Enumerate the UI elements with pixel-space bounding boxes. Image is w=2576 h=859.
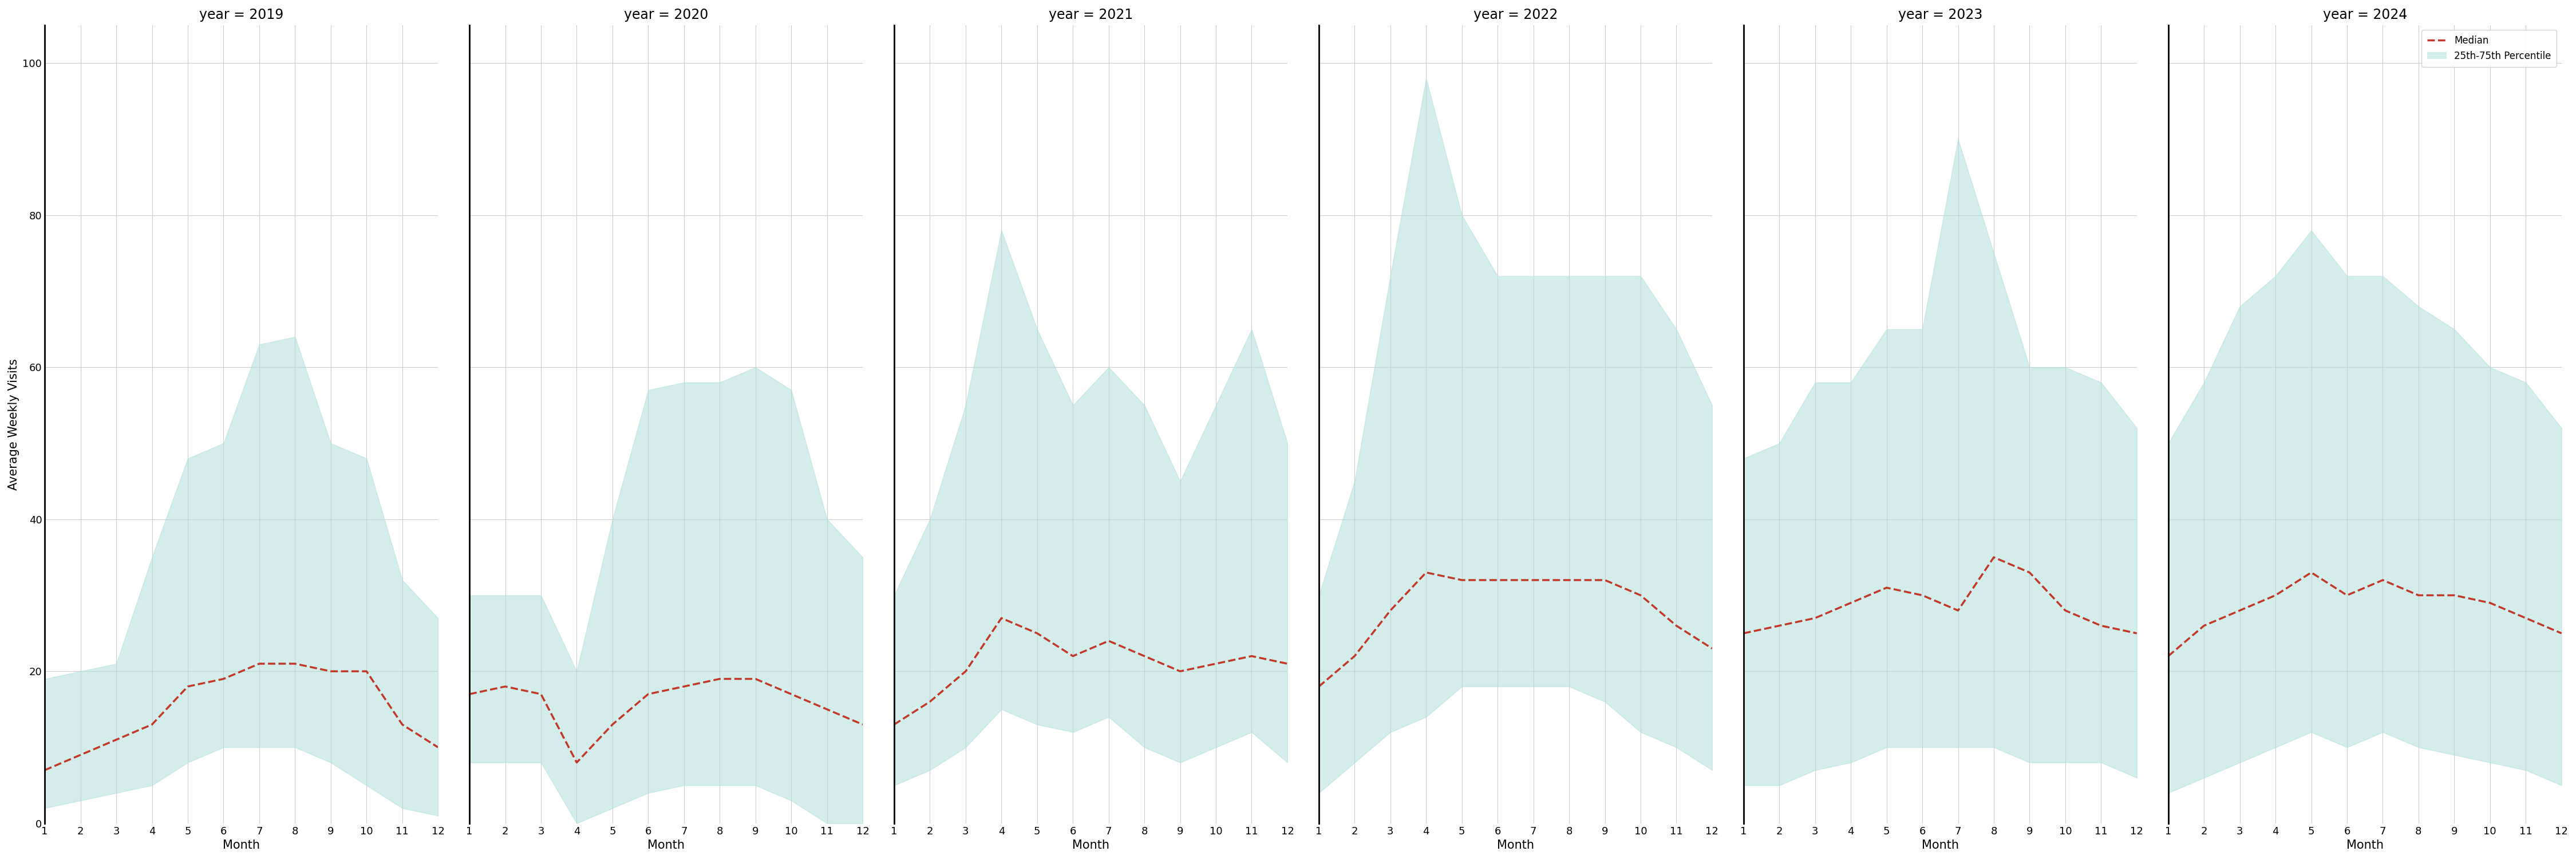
Title: year = 2023: year = 2023 <box>1899 8 1984 21</box>
Median <box>2014 567 2045 577</box>
Median <box>526 689 556 699</box>
Median <box>1662 620 1692 631</box>
Median <box>2476 598 2506 608</box>
Median <box>2154 651 2184 661</box>
Legend: Median, 25th-75th Percentile: Median, 25th-75th Percentile <box>2421 30 2558 67</box>
Median <box>1728 628 1759 638</box>
Median <box>2509 613 2540 624</box>
Median <box>1164 666 1195 676</box>
Median <box>1942 606 1973 616</box>
Median <box>1801 613 1832 624</box>
Median <box>703 673 734 684</box>
Median <box>2545 628 2576 638</box>
Title: year = 2019: year = 2019 <box>198 8 283 21</box>
X-axis label: Month: Month <box>647 839 685 851</box>
Median <box>1589 575 1620 585</box>
Median <box>453 689 484 699</box>
Median <box>1236 651 1267 661</box>
Median <box>2190 620 2221 631</box>
Median <box>670 681 701 691</box>
Median <box>2295 567 2326 577</box>
Line: Median: Median <box>1744 557 2138 633</box>
Median <box>489 681 520 691</box>
Median <box>1870 582 1901 593</box>
Median <box>1023 628 1054 638</box>
Median <box>2123 628 2154 638</box>
Title: year = 2020: year = 2020 <box>623 8 708 21</box>
Median <box>1834 598 1865 608</box>
Median <box>422 742 453 752</box>
Median <box>1625 590 1656 600</box>
Median <box>1412 567 1443 577</box>
Line: Median: Median <box>1319 572 1713 686</box>
X-axis label: Month: Month <box>1497 839 1535 851</box>
Title: year = 2021: year = 2021 <box>1048 8 1133 21</box>
Median <box>914 697 945 707</box>
X-axis label: Month: Month <box>2347 839 2383 851</box>
Median <box>1200 659 1231 669</box>
Median <box>2087 620 2117 631</box>
Median <box>2259 590 2290 600</box>
Median <box>739 673 770 684</box>
Median <box>245 659 276 669</box>
Median <box>386 719 417 729</box>
Median <box>1340 651 1370 661</box>
Median <box>2331 590 2362 600</box>
Title: year = 2024: year = 2024 <box>2324 8 2406 21</box>
Line: Median: Median <box>2169 572 2561 656</box>
Median <box>2050 606 2081 616</box>
Median <box>1978 552 2009 563</box>
Median <box>1906 590 1937 600</box>
Median <box>1445 575 1476 585</box>
Median <box>987 613 1018 624</box>
Median <box>1273 659 1303 669</box>
Line: Median: Median <box>894 618 1288 724</box>
Median <box>1517 575 1548 585</box>
Median <box>2367 575 2398 585</box>
Median <box>878 719 909 729</box>
Title: year = 2022: year = 2022 <box>1473 8 1558 21</box>
Median <box>1481 575 1512 585</box>
Median <box>137 719 167 729</box>
Line: Median: Median <box>469 679 863 763</box>
Median <box>562 758 592 768</box>
Median <box>281 659 312 669</box>
Median <box>1056 651 1087 661</box>
Median <box>1303 681 1334 691</box>
Median <box>209 673 240 684</box>
Median <box>2403 590 2434 600</box>
Median <box>100 734 131 745</box>
Median <box>350 666 381 676</box>
Median <box>811 704 842 715</box>
Median <box>775 689 806 699</box>
Median <box>2223 606 2254 616</box>
Median <box>1698 643 1728 654</box>
Median <box>848 719 878 729</box>
Median <box>2439 590 2470 600</box>
Median <box>598 719 629 729</box>
X-axis label: Month: Month <box>1922 839 1958 851</box>
X-axis label: Month: Month <box>1072 839 1110 851</box>
Line: Median: Median <box>44 664 438 771</box>
Median <box>1092 636 1123 646</box>
Median <box>314 666 345 676</box>
X-axis label: Month: Month <box>222 839 260 851</box>
Median <box>64 750 95 760</box>
Median <box>634 689 665 699</box>
Median <box>1765 620 1795 631</box>
Median <box>1553 575 1584 585</box>
Median <box>28 765 59 776</box>
Median <box>173 681 204 691</box>
Y-axis label: Average Weekly Visits: Average Weekly Visits <box>8 358 21 490</box>
Median <box>951 666 981 676</box>
Median <box>1128 651 1159 661</box>
Median <box>1376 606 1406 616</box>
